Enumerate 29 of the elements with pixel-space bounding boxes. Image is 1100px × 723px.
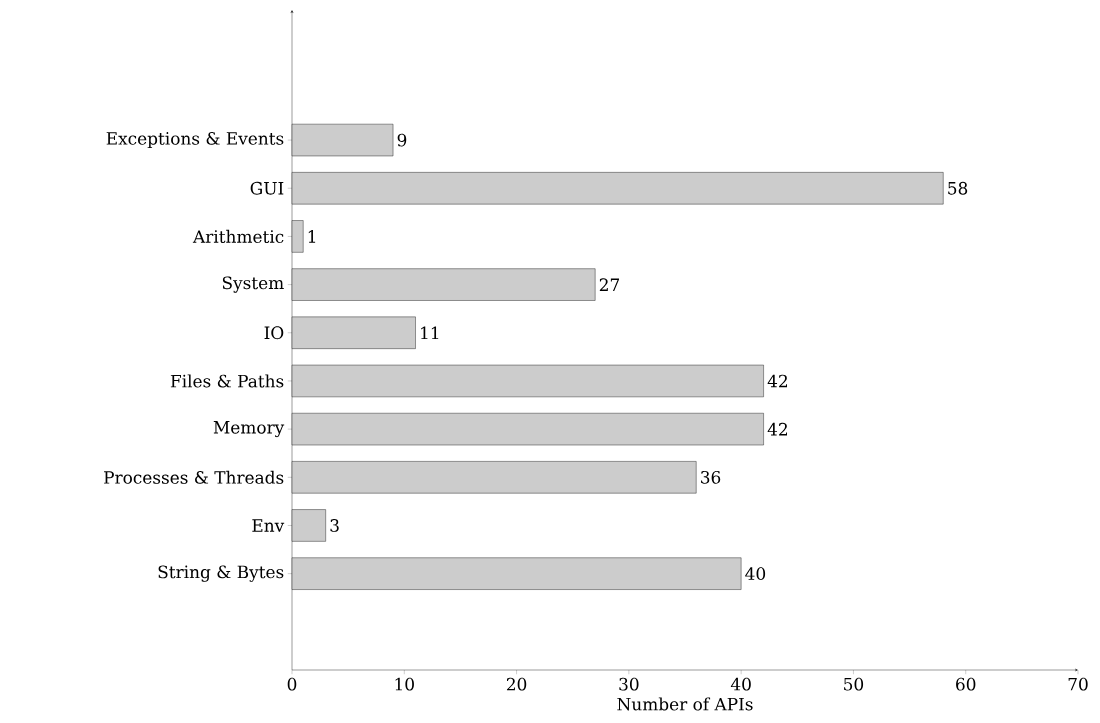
x-tick-label: 10 <box>395 677 414 691</box>
data-label: 42 <box>767 374 788 388</box>
data-label: 9 <box>397 133 407 147</box>
y-tick-label: Exceptions & Events <box>106 132 284 149</box>
y-tick-label: Memory <box>213 421 285 438</box>
y-tick-label: IO <box>264 326 284 340</box>
x-tick-label: 20 <box>506 677 527 691</box>
y-tick-label: String & Bytes <box>158 565 284 582</box>
data-label: 27 <box>599 278 620 291</box>
x-axis-title: Number of APIs <box>617 697 753 711</box>
data-label: 36 <box>701 470 721 484</box>
x-tick-label: 50 <box>844 677 864 691</box>
y-tick-label: Arithmetic <box>192 229 284 243</box>
y-tick-label: Files & Paths <box>170 374 284 388</box>
x-tick-label: 40 <box>730 677 751 691</box>
data-label: 1 <box>308 230 316 243</box>
y-tick-label: System <box>222 276 284 293</box>
x-tick-label: 60 <box>956 677 976 691</box>
data-label: 3 <box>330 519 339 532</box>
x-tick-label: 0 <box>287 677 297 691</box>
data-label: 11 <box>421 326 439 340</box>
data-label: 42 <box>767 422 788 436</box>
data-label: 40 <box>745 567 766 581</box>
x-tick-label: 70 <box>1068 677 1088 691</box>
data-label: 58 <box>948 181 968 195</box>
y-tick-label: Env <box>252 519 285 532</box>
y-tick-label: Processes & Threads <box>104 470 284 484</box>
y-tick-label: GUI <box>250 181 284 195</box>
x-tick-label: 30 <box>619 677 639 691</box>
